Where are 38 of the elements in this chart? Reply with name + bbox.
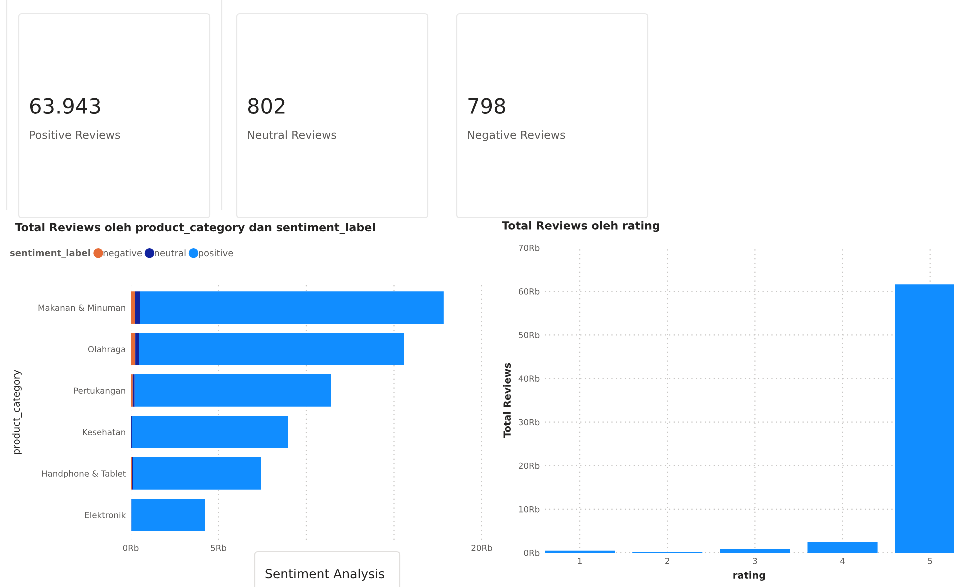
y-tick-label: 0Rb [524, 550, 540, 556]
y-tick-label: 20Rb [519, 462, 540, 470]
y-tick-label: Makanan & Minuman [38, 304, 126, 312]
x-tick-label: 20Rb [472, 544, 492, 552]
chart-title: Total Reviews oleh rating [502, 221, 660, 232]
x-tick-label: 1 [578, 558, 582, 564]
x-tick-label: 5 [928, 558, 932, 564]
legend-label: neutral [155, 250, 186, 257]
legend-label: negative [104, 250, 142, 258]
y-tick-label: Elektronik [85, 512, 126, 518]
chart-title: Total Reviews oleh product_category dan sentiment_label [15, 223, 376, 234]
x-tick-label: 0Rb [123, 544, 139, 552]
y-tick-label: Kesehatan [83, 429, 126, 436]
x-axis-title: rating [734, 571, 766, 581]
y-tick-label: 60Rb [519, 288, 540, 295]
y-tick-label: 50Rb [519, 332, 540, 338]
x-tick-label: 2 [666, 558, 670, 564]
legend-label: positive [199, 250, 234, 258]
y-tick-label: Pertukangan [74, 388, 126, 396]
y-tick-label: 40Rb [518, 376, 540, 382]
y-tick-label: Handphone & Tablet [42, 470, 126, 479]
text: Sentiment Analysis [266, 568, 384, 582]
text: Negative Reviews [468, 130, 566, 142]
y-tick-label: 30Rb [519, 419, 540, 426]
text: 802 [248, 98, 285, 114]
text: 63.943 [30, 98, 100, 114]
text: 798 [468, 98, 506, 114]
y-axis-title: product_category [12, 370, 22, 454]
y-tick-label: 70Rb [519, 244, 540, 252]
x-tick-label: 3 [753, 558, 758, 564]
text: Positive Reviews [30, 130, 120, 140]
y-tick-label: Olahraga [88, 346, 126, 354]
text: Neutral Reviews [248, 130, 336, 140]
x-tick-label: 5Rb [211, 544, 226, 552]
legend-title: sentiment_label [10, 250, 90, 258]
y-axis-title: Total Reviews [503, 363, 512, 438]
x-tick-label: 4 [840, 558, 845, 564]
y-tick-label: 10Rb [519, 506, 540, 513]
